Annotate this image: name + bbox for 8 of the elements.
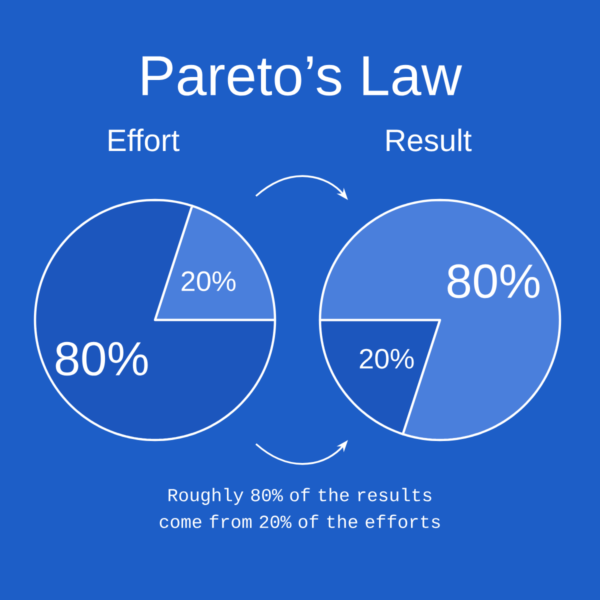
data-label: 80% — [448, 264, 540, 298]
data-label: 20% — [360, 348, 414, 369]
chart-title: Effort — [108, 128, 180, 152]
text: Pareto’s Law — [142, 56, 462, 96]
chart-title: Result — [386, 128, 472, 152]
text: Roughly 80% of the results come from 20% of the efforts — [160, 488, 440, 528]
data-label: 80% — [56, 342, 148, 376]
data-label: 20% — [182, 271, 236, 292]
